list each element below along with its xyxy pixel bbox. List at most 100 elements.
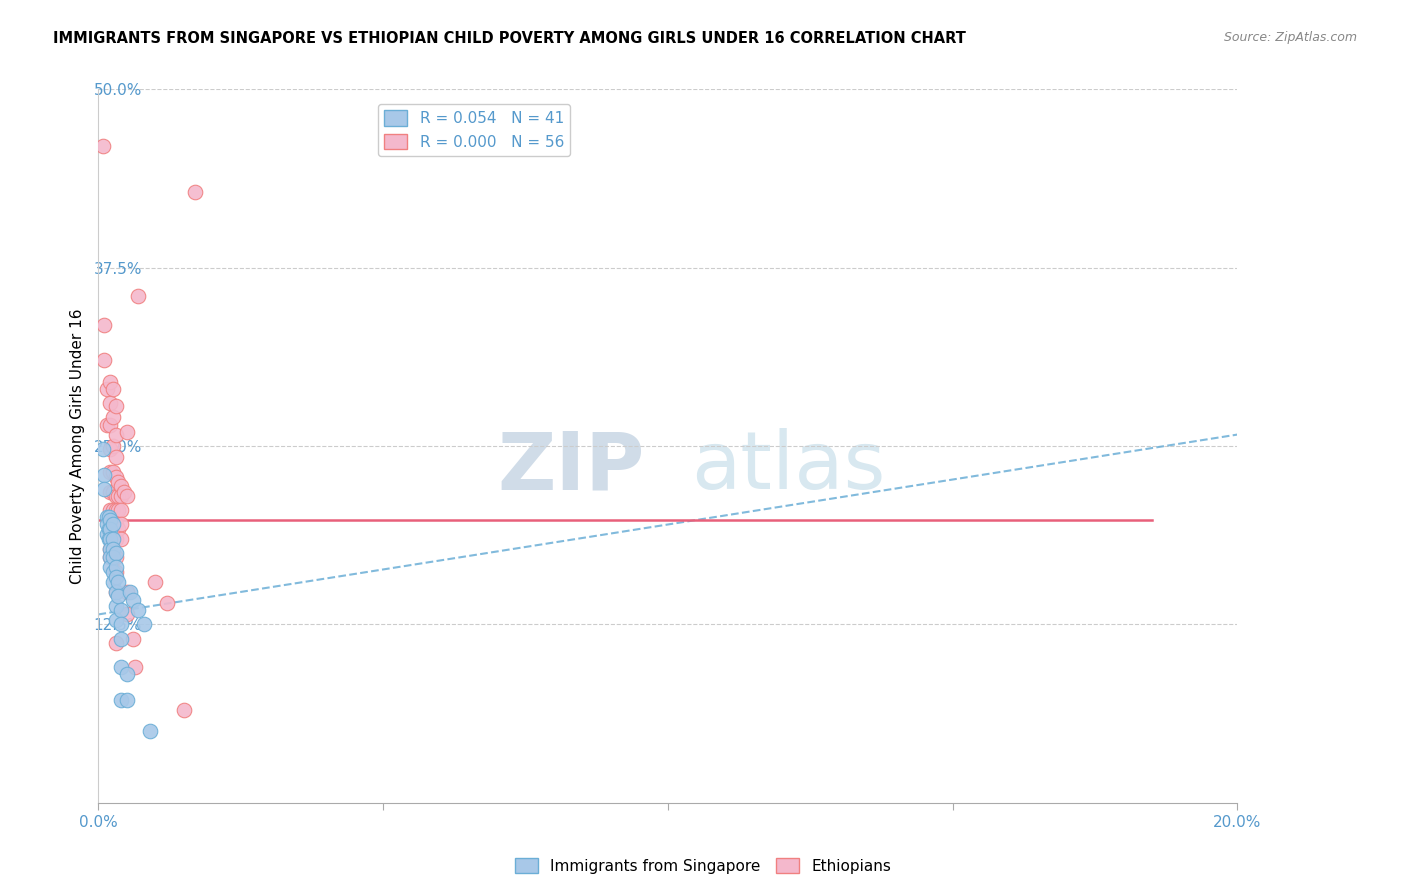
Point — [110, 479, 132, 493]
Point — [115, 693, 138, 707]
Point — [104, 532, 127, 546]
Point — [97, 522, 120, 536]
Y-axis label: Child Poverty Among Girls Under 16: Child Poverty Among Girls Under 16 — [69, 309, 84, 583]
Point — [104, 560, 127, 574]
Legend: R = 0.054   N = 41, R = 0.000   N = 56: R = 0.054 N = 41, R = 0.000 N = 56 — [378, 104, 569, 156]
Point — [118, 584, 141, 599]
Point — [115, 425, 138, 439]
Point — [98, 532, 121, 546]
Point — [101, 382, 124, 396]
Point — [101, 565, 124, 579]
Point — [97, 532, 120, 546]
Point — [112, 484, 135, 499]
Point — [107, 522, 129, 536]
Point — [104, 450, 127, 465]
Point — [110, 517, 132, 532]
Point — [107, 589, 129, 603]
Point — [93, 318, 115, 332]
Point — [104, 584, 127, 599]
Point — [156, 596, 179, 610]
Point — [98, 417, 121, 432]
Point — [101, 484, 124, 499]
Point — [107, 574, 129, 589]
Point — [115, 667, 138, 681]
Point — [104, 599, 127, 613]
Point — [91, 139, 114, 153]
Point — [96, 517, 118, 532]
Point — [110, 603, 132, 617]
Point — [115, 607, 138, 622]
Point — [184, 185, 207, 199]
Point — [110, 617, 132, 632]
Point — [91, 442, 114, 456]
Point — [104, 550, 127, 565]
Point — [104, 636, 127, 650]
Point — [104, 470, 127, 484]
Point — [93, 353, 115, 368]
Point — [93, 482, 115, 496]
Point — [98, 560, 121, 574]
Point — [104, 517, 127, 532]
Point — [98, 532, 121, 546]
Point — [107, 475, 129, 489]
Point — [124, 660, 146, 674]
Point — [101, 410, 124, 425]
Point — [98, 375, 121, 389]
Point — [101, 532, 124, 546]
Point — [96, 527, 118, 541]
Point — [104, 546, 127, 560]
Point — [96, 382, 118, 396]
Point — [110, 693, 132, 707]
Point — [107, 489, 129, 503]
Point — [98, 503, 121, 517]
Point — [101, 541, 124, 556]
Point — [98, 541, 121, 556]
Point — [98, 396, 121, 410]
Point — [96, 510, 118, 524]
Point — [98, 513, 121, 527]
Point — [98, 550, 121, 565]
Text: Source: ZipAtlas.com: Source: ZipAtlas.com — [1223, 31, 1357, 45]
Point — [98, 513, 121, 527]
Point — [98, 484, 121, 499]
Point — [101, 574, 124, 589]
Point — [98, 465, 121, 479]
Point — [110, 660, 132, 674]
Point — [104, 613, 127, 627]
Legend: Immigrants from Singapore, Ethiopians: Immigrants from Singapore, Ethiopians — [509, 852, 897, 880]
Point — [104, 427, 127, 442]
Point — [98, 522, 121, 536]
Point — [101, 465, 124, 479]
Point — [96, 417, 118, 432]
Point — [104, 565, 127, 579]
Point — [101, 503, 124, 517]
Point — [101, 439, 124, 453]
Point — [110, 503, 132, 517]
Point — [173, 703, 195, 717]
Point — [104, 503, 127, 517]
Point — [101, 517, 124, 532]
Point — [145, 574, 167, 589]
Point — [127, 603, 149, 617]
Point — [138, 724, 160, 739]
Text: atlas: atlas — [690, 428, 884, 507]
Point — [110, 489, 132, 503]
Text: IMMIGRANTS FROM SINGAPORE VS ETHIOPIAN CHILD POVERTY AMONG GIRLS UNDER 16 CORREL: IMMIGRANTS FROM SINGAPORE VS ETHIOPIAN C… — [53, 31, 966, 46]
Point — [127, 289, 149, 303]
Point — [110, 632, 132, 646]
Point — [98, 522, 121, 536]
Point — [97, 510, 120, 524]
Point — [104, 570, 127, 584]
Point — [98, 442, 121, 456]
Point — [115, 489, 138, 503]
Point — [115, 584, 138, 599]
Point — [121, 632, 143, 646]
Point — [101, 550, 124, 565]
Point — [132, 617, 155, 632]
Text: ZIP: ZIP — [498, 428, 645, 507]
Point — [107, 503, 129, 517]
Point — [104, 399, 127, 413]
Point — [98, 541, 121, 556]
Point — [110, 532, 132, 546]
Point — [104, 489, 127, 503]
